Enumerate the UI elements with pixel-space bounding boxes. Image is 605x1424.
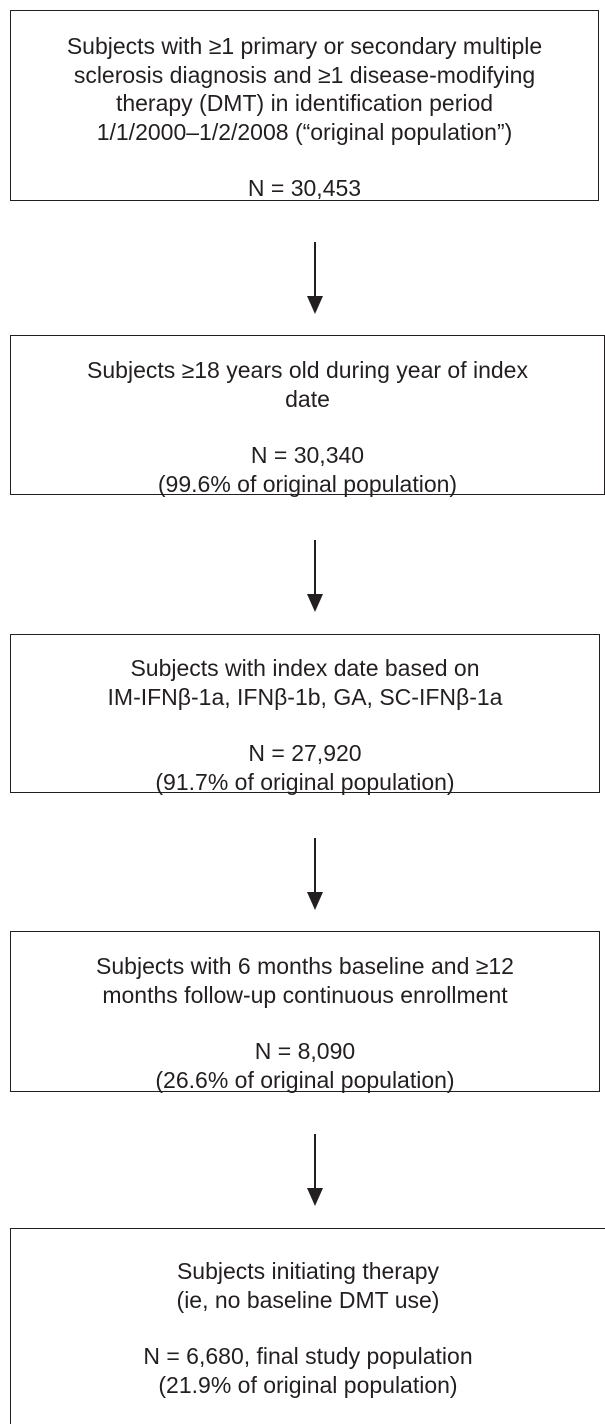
- step-4-count: N = 8,090: [254, 1038, 356, 1064]
- step-3-count: N = 27,920: [248, 740, 362, 766]
- arrowhead-down-icon: [307, 1188, 323, 1206]
- arrowhead-down-icon: [307, 296, 323, 314]
- step-5-percent: (21.9% of original population): [158, 1371, 458, 1398]
- step-4-box: Subjects with 6 months baseline and ≥12 …: [10, 931, 600, 1093]
- step-5-box: Subjects initiating therapy (ie, no base…: [10, 1228, 605, 1424]
- step-1-line-3: therapy (DMT) in identification period: [115, 90, 494, 116]
- arrowhead-down-icon: [307, 594, 323, 612]
- step-4-line-1: Subjects with 6 months baseline and ≥12: [96, 953, 514, 979]
- step-3-line-1: Subjects with index date based on: [130, 655, 480, 681]
- step-1-line-4: 1/1/2000–1/2/2008 (“original population”…: [96, 118, 513, 145]
- step-1-line-1: Subjects with ≥1 primary or secondary mu…: [66, 33, 543, 59]
- step-1-line-2: sclerosis diagnosis and ≥1 disease-modif…: [73, 61, 536, 88]
- step-2-count: N = 30,340: [250, 442, 365, 468]
- step-5-count: N = 6,680, final study population: [143, 1343, 473, 1369]
- arrow-2-to-3: [305, 540, 325, 612]
- step-1-box: Subjects with ≥1 primary or secondary mu…: [10, 10, 599, 201]
- arrowhead-down-icon: [307, 892, 323, 910]
- arrow-3-to-4: [305, 838, 325, 910]
- step-2-line-1: Subjects ≥18 years old during year of in…: [87, 357, 528, 383]
- step-2-box: Subjects ≥18 years old during year of in…: [10, 335, 605, 497]
- step-5-line-1: Subjects initiating therapy: [176, 1258, 440, 1284]
- step-5-line-2: (ie, no baseline DMT use): [176, 1286, 440, 1313]
- step-2-line-2: date: [285, 385, 330, 412]
- step-4-line-2: months follow-up continuous enrollment: [102, 981, 508, 1008]
- arrow-4-to-5: [305, 1134, 325, 1206]
- step-3-line-2: IM-IFNβ-1a, IFNβ-1b, GA, SC-IFNβ-1a: [107, 683, 503, 710]
- step-1-count: N = 30,453: [247, 175, 362, 201]
- step-3-percent: (91.7% of original population): [155, 768, 455, 795]
- step-3-box: Subjects with index date based on IM-IFN…: [10, 634, 600, 795]
- step-2-percent: (99.6% of original population): [157, 470, 458, 497]
- arrow-1-to-2: [305, 242, 325, 314]
- step-4-percent: (26.6% of original population): [155, 1066, 455, 1093]
